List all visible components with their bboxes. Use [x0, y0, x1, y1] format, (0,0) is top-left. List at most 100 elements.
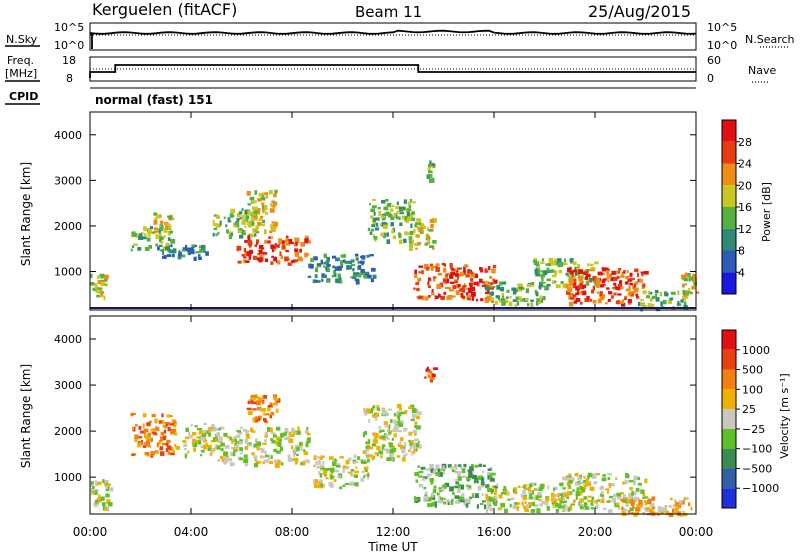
velocity-echo-cell	[171, 419, 176, 424]
power-echo-cell	[370, 215, 374, 219]
velocity-echo-cell	[594, 500, 598, 504]
velocity-echo-cell	[244, 446, 249, 450]
power-echo-cell	[158, 232, 162, 235]
power-echo-cell	[368, 203, 371, 206]
velocity-echo-cell	[413, 449, 416, 454]
power-echo-cell	[462, 285, 467, 288]
power-echo-cell	[626, 269, 629, 274]
noise-right-top-tick: 10^5	[707, 21, 737, 34]
power-echo-cell	[364, 276, 367, 279]
power-echo-cell	[597, 298, 602, 304]
velocity-echo-cell	[196, 436, 201, 439]
power-echo-cell	[687, 273, 691, 277]
velocity-echo-cell	[206, 430, 210, 434]
velocity-echo-cell	[375, 412, 379, 418]
velocity-echo-cell	[631, 490, 634, 496]
power-echo-cell	[429, 263, 434, 267]
velocity-echo-cell	[230, 452, 233, 456]
velocity-echo-cell	[258, 447, 263, 451]
power-echo-cell	[616, 270, 619, 275]
power-echo-cell	[253, 210, 258, 214]
power-echo-cell	[480, 268, 484, 273]
power-echo-cell	[130, 248, 133, 252]
power-echo-cell	[640, 303, 645, 306]
velocity-echo-cell	[364, 431, 368, 436]
velocity-echo-cell	[143, 428, 149, 433]
power-echo-cell	[313, 279, 318, 283]
velocity-echo-cell	[352, 460, 356, 465]
power-echo-cell	[648, 291, 653, 295]
power-echo-cell	[347, 265, 350, 268]
velocity-echo-cell	[461, 475, 466, 478]
velocity-echo-cell	[465, 503, 469, 508]
velocity-colorbar-swatch	[722, 349, 736, 370]
power-echo-cell	[241, 232, 247, 235]
velocity-echo-cell	[533, 487, 537, 491]
power-echo-cell	[683, 277, 688, 282]
nave-label: Nave	[748, 64, 776, 77]
power-echo-cell	[131, 245, 135, 248]
power-ytick-label: 3000	[54, 174, 82, 187]
power-echo-cell	[607, 298, 611, 302]
velocity-echo-cell	[365, 466, 369, 471]
velocity-echo-cell	[409, 446, 412, 450]
power-echo-cell	[621, 299, 624, 304]
power-echo-cell	[413, 287, 416, 290]
power-echo-cell	[132, 243, 138, 246]
power-echo-cell	[356, 272, 359, 275]
velocity-echo-cell	[90, 482, 94, 488]
power-echo-cell	[269, 203, 273, 207]
velocity-echo-cell	[104, 482, 107, 487]
velocity-echo-cell	[599, 486, 604, 490]
power-echo-cell	[435, 267, 440, 272]
power-echo-cell	[97, 280, 101, 285]
power-echo-cell	[456, 268, 459, 272]
velocity-echo-cell	[269, 402, 273, 407]
velocity-echo-cell	[493, 485, 498, 489]
velocity-echo-cell	[541, 483, 545, 488]
power-echo-cell	[432, 247, 435, 250]
power-echo-cell	[253, 233, 257, 237]
power-echo-cell	[484, 291, 488, 295]
velocity-echo-cell	[367, 439, 371, 443]
velocity-echo-cell	[629, 487, 633, 491]
power-colorbar-tick-label: 8	[738, 245, 745, 258]
velocity-echo-cell	[415, 479, 419, 483]
velocity-echo-cell	[645, 507, 650, 511]
velocity-echo-cell	[669, 497, 673, 501]
power-echo-cell	[273, 248, 276, 252]
velocity-echo-cell	[403, 427, 407, 432]
velocity-echo-cell	[532, 501, 535, 507]
power-echo-cell	[205, 251, 209, 256]
power-echo-cell	[462, 296, 466, 299]
velocity-echo-cell	[455, 465, 458, 470]
velocity-echo-cell	[144, 452, 150, 456]
power-echo-cell	[386, 239, 391, 245]
power-echo-cell	[244, 250, 247, 256]
velocity-echo-cell	[267, 406, 271, 412]
power-echo-cell	[244, 240, 248, 243]
power-echo-cell	[262, 208, 265, 214]
power-echo-cell	[688, 287, 691, 293]
velocity-echo-cell	[469, 466, 474, 471]
power-echo-cell	[479, 278, 483, 283]
power-echo-cell	[417, 241, 422, 246]
velocity-echo-cell	[256, 460, 259, 465]
power-echo-cell	[428, 295, 431, 298]
power-echo-cell	[168, 215, 173, 220]
velocity-echo-cell	[562, 496, 566, 501]
power-echo-cell	[424, 296, 429, 301]
power-echo-cell	[537, 266, 540, 270]
power-echo-cell	[382, 233, 387, 239]
power-echo-cell	[602, 294, 606, 298]
power-echo-cell	[238, 230, 243, 233]
velocity-echo-cell	[145, 442, 150, 446]
power-echo-cell	[150, 231, 156, 234]
velocity-echo-cell	[410, 418, 415, 422]
power-echo-cell	[304, 238, 309, 241]
power-echo-cell	[567, 273, 571, 278]
velocity-echo-cell	[422, 477, 426, 481]
velocity-echo-cell	[436, 492, 440, 496]
power-echo-cell	[258, 249, 263, 255]
power-echo-cell	[452, 285, 457, 289]
